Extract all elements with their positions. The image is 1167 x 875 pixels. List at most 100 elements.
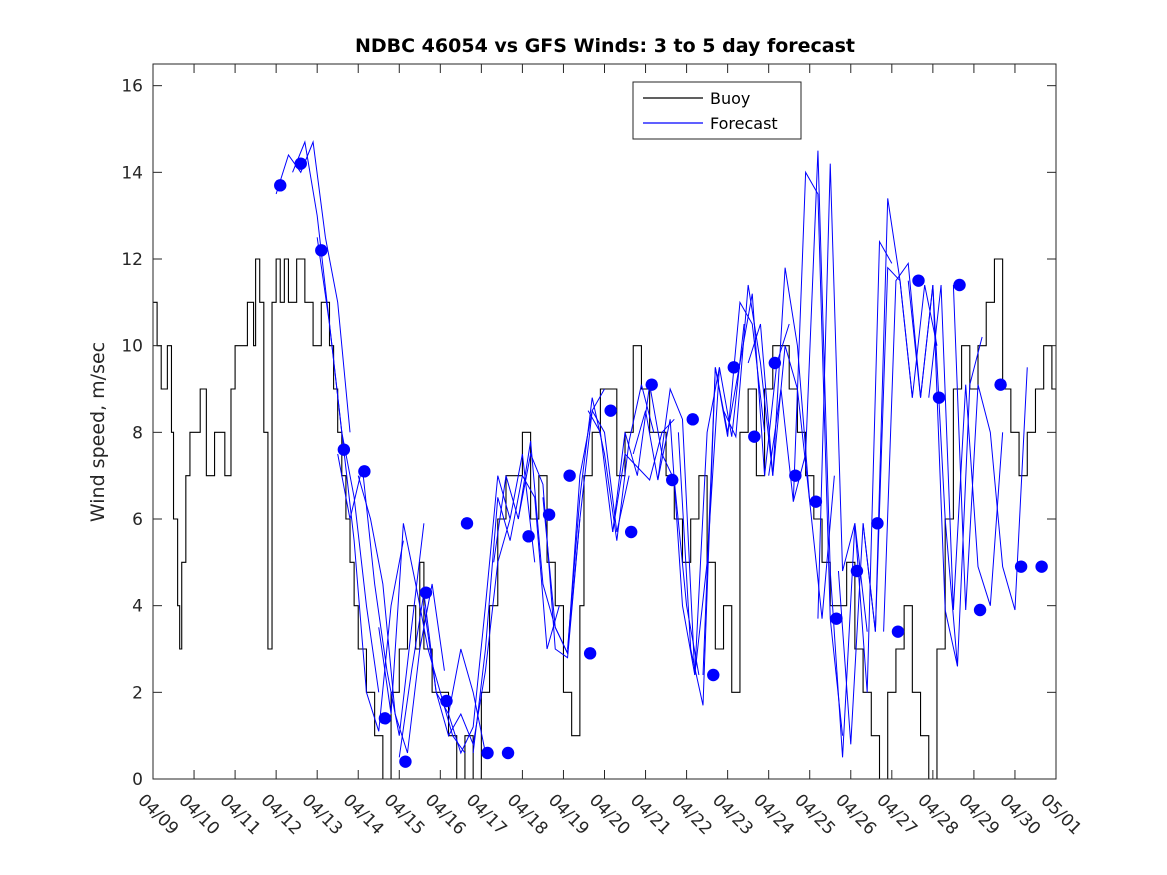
forecast-marker — [337, 443, 351, 456]
x-tick-label: 04/28 — [913, 790, 962, 839]
forecast-run-line — [292, 140, 380, 693]
x-tick-label: 04/17 — [462, 790, 511, 839]
forecast-run-line — [907, 280, 983, 667]
x-tick-label: 04/29 — [954, 790, 1003, 839]
x-tick-label: 04/12 — [257, 790, 306, 839]
forecast-marker — [460, 517, 474, 530]
forecast-run-line — [517, 388, 605, 659]
forecast-marker — [522, 530, 535, 543]
forecast-marker — [973, 603, 987, 617]
forecast-run-line — [612, 384, 700, 676]
legend-label: Forecast — [710, 114, 778, 133]
y-tick-label: 0 — [132, 770, 143, 790]
forecast-run-line — [316, 237, 404, 732]
x-tick-label: 04/09 — [133, 790, 182, 839]
x-tick-label: 05/01 — [1036, 790, 1085, 839]
axes: 024681012141604/0904/1004/1104/1204/1304… — [121, 63, 1085, 839]
forecast-marker — [645, 378, 658, 391]
plot-area — [153, 140, 1056, 779]
x-tick-label: 04/21 — [626, 790, 675, 839]
forecast-marker — [294, 157, 307, 170]
forecast-run-line — [567, 384, 655, 650]
x-tick-label: 04/11 — [216, 790, 265, 839]
x-tick-label: 04/27 — [872, 790, 921, 839]
forecast-marker — [419, 586, 433, 599]
forecast-run-line — [723, 284, 811, 502]
forecast-marker — [563, 469, 576, 482]
forecast-run-line — [357, 475, 445, 754]
forecast-marker — [604, 404, 617, 417]
forecast-marker — [953, 278, 966, 292]
forecast-marker — [315, 244, 328, 257]
x-tick-label: 04/15 — [380, 790, 429, 839]
forecast-marker — [809, 495, 823, 508]
forecast-run-line — [928, 284, 1004, 611]
x-tick-label: 04/23 — [708, 790, 757, 839]
legend-box — [632, 81, 802, 140]
forecast-marker — [481, 746, 494, 760]
forecast-marker — [1014, 560, 1028, 573]
y-tick-label: 8 — [132, 423, 143, 443]
forecast-marker — [912, 274, 925, 287]
forecast-run-line — [378, 523, 466, 754]
forecast-run-line — [587, 410, 675, 533]
y-axis-label: Wind speed, m/sec — [87, 342, 109, 522]
forecast-marker — [748, 430, 761, 443]
forecast-run-line — [817, 163, 893, 693]
x-tick-label: 04/30 — [995, 790, 1044, 839]
forecast-run-line — [423, 518, 511, 747]
buoy-series-line — [153, 258, 1056, 779]
forecast-marker — [891, 625, 905, 638]
x-tick-label: 04/19 — [544, 790, 593, 839]
chart-title: NDBC 46054 vs GFS Winds: 3 to 5 day fore… — [355, 35, 855, 57]
x-tick-label: 04/26 — [831, 790, 880, 839]
forecast-run-line — [632, 367, 720, 676]
forecast-marker — [768, 356, 782, 370]
x-tick-label: 04/16 — [421, 790, 470, 839]
forecast-run-line — [337, 453, 425, 736]
forecast-run-line — [398, 592, 486, 758]
forecast-marker — [932, 391, 946, 404]
forecast-marker — [727, 361, 740, 374]
forecast-run-line — [747, 267, 835, 619]
plot-frame — [152, 63, 1057, 780]
forecast-marker — [501, 746, 515, 760]
y-tick-label: 12 — [121, 250, 143, 270]
forecast-marker — [378, 712, 392, 725]
forecast-marker — [440, 694, 453, 708]
forecast-marker — [358, 465, 371, 478]
y-tick-label: 10 — [121, 337, 143, 357]
y-tick-label: 4 — [132, 597, 143, 617]
x-tick-label: 04/18 — [503, 790, 552, 839]
y-tick-label: 2 — [132, 683, 143, 703]
x-tick-label: 04/22 — [667, 790, 716, 839]
series-group — [153, 140, 1056, 779]
forecast-run-line — [702, 293, 790, 676]
x-tick-label: 04/25 — [790, 790, 839, 839]
forecast-run-line — [275, 140, 351, 433]
x-tick-label: 04/14 — [339, 790, 388, 839]
legend: Buoy Forecast — [632, 81, 802, 140]
forecast-marker — [399, 755, 412, 768]
forecast-run-line — [862, 266, 938, 632]
legend-label: Buoy — [710, 89, 750, 108]
forecast-run-line — [952, 284, 1028, 611]
forecast-marker — [707, 668, 720, 682]
y-tick-label: 14 — [121, 163, 143, 183]
x-tick-label: 04/10 — [175, 790, 224, 839]
forecast-marker — [994, 378, 1007, 391]
forecast-run-line — [677, 300, 766, 706]
forecast-marker — [274, 179, 287, 192]
forecast-marker — [850, 564, 864, 578]
forecast-marker — [666, 473, 679, 487]
forecast-marker — [830, 612, 843, 625]
forecast-marker — [789, 469, 802, 482]
forecast-marker — [583, 647, 597, 660]
forecast-marker — [542, 508, 556, 521]
x-tick-label: 04/13 — [298, 790, 347, 839]
forecast-run-line — [472, 474, 560, 754]
forecast-marker — [1035, 560, 1048, 573]
y-tick-label: 6 — [132, 510, 143, 530]
forecast-run-line — [448, 453, 536, 755]
